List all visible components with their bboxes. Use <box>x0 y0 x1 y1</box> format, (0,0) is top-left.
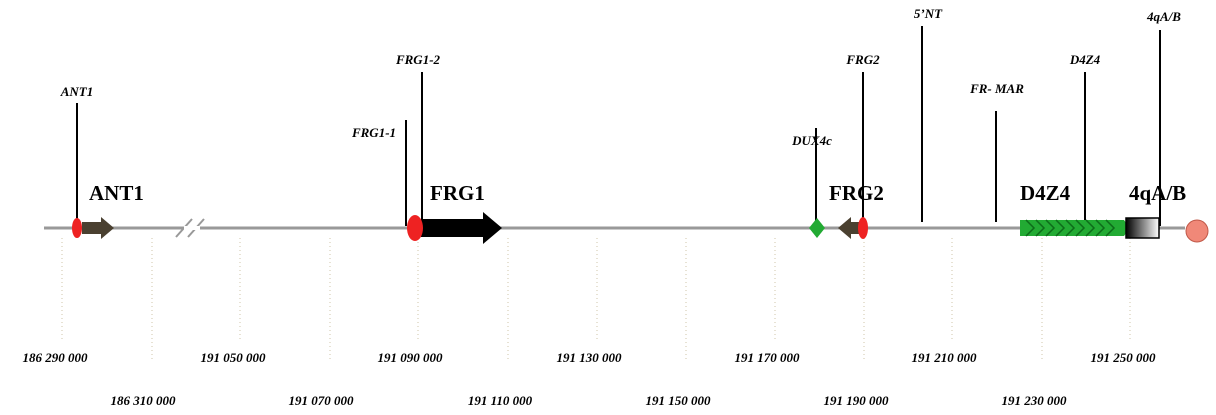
axis-break-icon <box>175 218 205 238</box>
tick-label: 186 290 000 <box>23 350 89 365</box>
tick-label: 191 230 000 <box>1002 393 1068 408</box>
marker-label-frg2: FRG2 <box>845 52 880 67</box>
gene-label-ant1: ANT1 <box>89 181 144 205</box>
tick-label: 191 250 000 <box>1091 350 1157 365</box>
gene-label-frg1: FRG1 <box>430 181 485 205</box>
dux4c-left-chevron-icon <box>809 218 817 238</box>
marker-label-4qab: 4qA/B <box>1146 9 1181 24</box>
frg2-marker-dot <box>858 217 868 239</box>
marker-label-frg1-2: FRG1-2 <box>395 52 441 67</box>
ant1-marker-dot <box>72 218 82 238</box>
tick-label: 191 190 000 <box>824 393 890 408</box>
tick-label: 191 090 000 <box>378 350 444 365</box>
tick-label: 191 070 000 <box>289 393 355 408</box>
marker-label-d4z4: D4Z4 <box>1069 52 1101 67</box>
marker-label-ant1: ANT1 <box>60 84 94 99</box>
gene-label-4qab: 4qA/B <box>1129 181 1186 205</box>
gene-label-frg2: FRG2 <box>829 181 884 205</box>
d4z4-repeat-array <box>1020 219 1130 237</box>
marker-label-5nt: 5’NT <box>914 6 943 21</box>
tick-label: 191 130 000 <box>557 350 623 365</box>
frg2-gene <box>838 217 868 239</box>
gene-label-d4z4: D4Z4 <box>1020 181 1071 205</box>
tick-label: 191 210 000 <box>912 350 978 365</box>
dux4c-gene <box>809 218 825 238</box>
dux4c-right-chevron-icon <box>817 218 825 238</box>
marker-label-dux4c: DUX4c <box>791 133 832 148</box>
frg1-arrow-icon <box>421 212 502 244</box>
marker-label-fr-mar: FR- MAR <box>969 81 1024 96</box>
ant1-gene <box>72 217 114 239</box>
tick-label: 191 050 000 <box>201 350 267 365</box>
telomere-end-circle <box>1185 219 1209 243</box>
gridlines <box>61 238 1131 360</box>
4qab-box <box>1125 217 1160 239</box>
tick-label: 191 110 000 <box>468 393 533 408</box>
marker-lines <box>76 26 1161 226</box>
frg1-marker-dot <box>407 215 423 241</box>
frg2-arrow-icon <box>838 217 860 239</box>
ant1-arrow-icon <box>82 217 114 239</box>
tick-label: 191 170 000 <box>735 350 801 365</box>
marker-label-frg1-1: FRG1-1 <box>351 125 396 140</box>
tick-label: 191 150 000 <box>646 393 712 408</box>
frg1-gene <box>407 212 502 244</box>
tick-label: 186 310 000 <box>111 393 177 408</box>
